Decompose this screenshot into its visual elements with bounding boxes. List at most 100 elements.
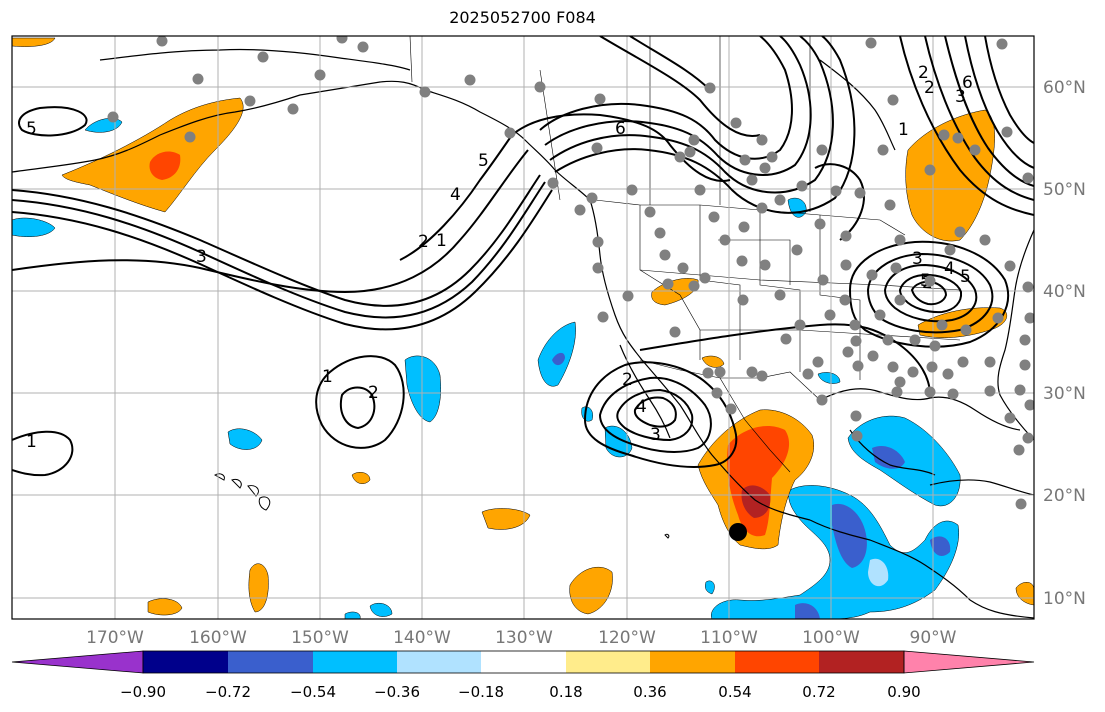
station-dot <box>654 227 666 239</box>
station-dot <box>791 244 803 256</box>
station-dot <box>830 185 842 197</box>
station-dot <box>866 269 878 281</box>
station-dot <box>257 51 269 63</box>
station-dot <box>738 221 750 233</box>
lat-label: 50°N <box>1043 180 1086 200</box>
shade-blue-pacific2 <box>404 355 441 423</box>
station-dot <box>314 69 326 81</box>
colorbar-segment <box>397 651 481 673</box>
station-dot <box>669 326 681 338</box>
station-dot <box>644 206 656 218</box>
station-dot <box>756 134 768 146</box>
lon-label: 140°W <box>393 628 451 648</box>
colorbar-segment <box>566 651 650 673</box>
station-dot <box>942 368 954 380</box>
colorbar-segment <box>650 651 735 673</box>
contour-east-lobe-5 <box>984 36 1034 144</box>
lon-label: 160°W <box>189 628 247 648</box>
colorbar-segment-min-extend <box>11 650 144 674</box>
station-dot <box>984 356 996 368</box>
shade-blue-south-small1 <box>705 580 715 595</box>
coast-cuba <box>929 479 1034 496</box>
station-dot <box>894 376 906 388</box>
shade-orange-alaska <box>61 97 244 213</box>
station-dot <box>907 366 919 378</box>
coast-centralamerica <box>809 519 1034 619</box>
station-dot <box>504 127 516 139</box>
contour-label: 5 <box>26 119 37 139</box>
station-dot <box>780 333 792 345</box>
station-dot <box>867 350 879 362</box>
border-states-2 <box>699 205 741 360</box>
station-dot <box>694 184 706 196</box>
station-dot <box>659 249 671 261</box>
station-dot <box>851 430 863 442</box>
station-dot <box>884 199 896 211</box>
contour-ridge-2 <box>544 36 812 176</box>
contour-label: 5 <box>960 267 971 287</box>
contour-label: 1 <box>436 231 447 251</box>
border-alaska-canada <box>409 36 413 83</box>
station-dot <box>926 361 938 373</box>
contour-label: 1 <box>898 120 909 140</box>
contour-label: 1 <box>26 432 37 452</box>
lon-label: 100°W <box>802 628 860 648</box>
colorbar-tick-label: −0.72 <box>205 683 251 701</box>
station-dot <box>894 294 906 306</box>
contour-east-lobe-1 <box>899 36 1034 216</box>
station-dot <box>708 211 720 223</box>
colorbar-segment <box>228 651 313 673</box>
contour-label: 2 <box>368 383 379 403</box>
station-dot <box>854 187 866 199</box>
station-dot <box>1022 281 1034 293</box>
coast-alaska <box>12 80 591 201</box>
station-dot <box>684 146 696 158</box>
station-dot <box>419 86 431 98</box>
station-dot <box>622 290 634 302</box>
contour-1-leftedge <box>12 430 74 477</box>
station-dot <box>944 244 956 256</box>
station-dot <box>850 410 862 422</box>
contour-label: 2 <box>418 232 429 252</box>
coast-yucatan <box>849 429 936 476</box>
station-dot <box>586 192 598 204</box>
station-dot <box>850 335 862 347</box>
contour-1-pacific <box>315 355 405 449</box>
contour-label: 5 <box>478 151 489 171</box>
station-dot <box>591 142 603 154</box>
contour-label: 1 <box>322 367 333 387</box>
station-dot <box>840 230 852 242</box>
shade-blue-pacific1 <box>227 428 263 450</box>
station-dot <box>1015 498 1027 510</box>
island-hawaii-4 <box>258 496 271 511</box>
station-dot <box>336 36 348 44</box>
station-dot <box>597 311 609 323</box>
station-dot <box>766 151 778 163</box>
station-dot <box>719 234 731 246</box>
shade-royal-gulf-east <box>872 445 905 469</box>
station-dot <box>759 259 771 271</box>
border-states-7 <box>718 239 791 285</box>
station-dot <box>714 366 726 378</box>
lon-label: 150°W <box>291 628 349 648</box>
station-dot <box>756 202 768 214</box>
station-dot <box>746 174 758 186</box>
station-dot <box>357 41 369 53</box>
island-revilla <box>664 533 670 539</box>
station-dot <box>924 386 936 398</box>
contour-east-lobe-3 <box>944 36 1034 187</box>
contour-label: 4 <box>636 397 647 417</box>
station-dot <box>842 346 854 358</box>
shade-blue-texas <box>817 372 841 384</box>
contour-baja-outer <box>583 361 738 468</box>
contour-label: 2 <box>622 370 633 390</box>
shade-blue-south-small2 <box>369 603 393 617</box>
shade-light-south1 <box>868 558 889 587</box>
colorbar-segment-max-extend <box>903 650 1035 674</box>
lon-label: 90°W <box>910 628 957 648</box>
station-dot <box>1014 384 1026 396</box>
shade-blue-leftedge <box>12 217 56 237</box>
contour-3-west <box>12 174 541 307</box>
colorbar-segment <box>735 651 819 673</box>
shade-royal-south1 <box>832 503 867 568</box>
